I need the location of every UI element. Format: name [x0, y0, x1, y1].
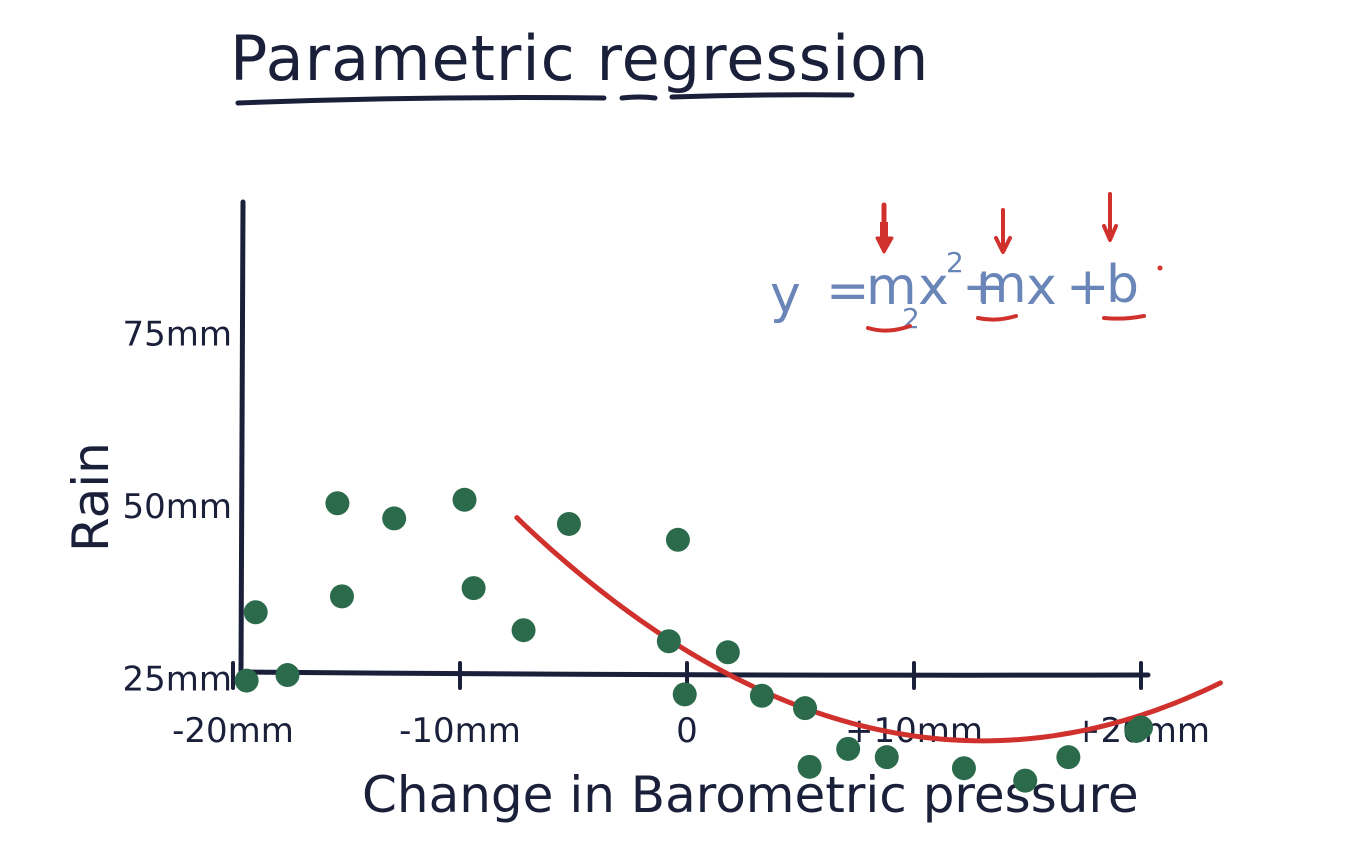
scatter-point [793, 696, 818, 721]
x-axis [238, 669, 1151, 678]
param-arrow-b [1102, 192, 1118, 242]
equation-x2-superscript: 2 [946, 246, 964, 279]
scatter-point [797, 754, 822, 779]
y-tick-label: 50mm [122, 487, 232, 527]
param-underline-m2 [866, 324, 912, 333]
equation-b: b [1106, 255, 1139, 315]
y-tick-labels: 25mm 50mm 75mm [122, 315, 232, 700]
equation-x2: x [918, 257, 949, 317]
scatter-point [329, 584, 354, 609]
scatter-point [1129, 715, 1153, 740]
scatter-point [511, 618, 536, 643]
title-underline [235, 92, 855, 106]
scatter-points [234, 487, 1153, 793]
scatter-point [836, 736, 861, 761]
chart-title: Parametric regression [230, 22, 929, 95]
scatter-point [382, 506, 407, 531]
x-tick-label: 0 [676, 711, 698, 751]
equation-plus-2: + [1066, 257, 1110, 317]
param-arrow-m [994, 208, 1012, 254]
y-tick-label: 25mm [122, 660, 232, 700]
scatter-point [656, 629, 681, 654]
scatter-point [234, 668, 259, 693]
scatter-point [672, 682, 697, 707]
y-axis [238, 199, 246, 675]
equation-m: m [976, 255, 1027, 315]
y-tick-label: 75mm [122, 315, 232, 355]
scatter-point [715, 640, 740, 665]
scatter-point [1013, 768, 1038, 793]
x-tick-label: +10mm [845, 711, 983, 751]
regression-curve [514, 515, 1223, 744]
param-underline-b [1102, 314, 1146, 321]
x-axis-label: Change in Barometric pressure [362, 766, 1139, 824]
scatter-point [1056, 745, 1081, 770]
scatter-point [951, 756, 976, 781]
equation-equals: = [826, 261, 870, 321]
scatter-point [874, 745, 899, 770]
x-tick-marks [231, 661, 1143, 690]
scatter-point [452, 487, 477, 512]
equation-m2: m [866, 257, 917, 317]
equation-x: x [1026, 257, 1057, 317]
y-axis-label: Rain [62, 442, 120, 552]
equation: y = m 2 x 2 + m x + b [770, 192, 1163, 335]
scatter-point [275, 663, 300, 688]
x-tick-label: -10mm [399, 711, 521, 751]
equation-lhs: y [770, 265, 801, 325]
scatter-point [665, 527, 690, 552]
scatter-point [556, 511, 581, 536]
scatter-point [243, 600, 268, 625]
param-underline-m [976, 314, 1018, 322]
param-arrow-m2 [875, 202, 894, 254]
equation-dot [1157, 265, 1163, 271]
scatter-point [325, 491, 350, 516]
scatter-point [461, 576, 486, 601]
scatter-point [749, 683, 774, 708]
x-tick-label: -20mm [172, 711, 294, 751]
equation-plus-1: + [962, 257, 1006, 317]
